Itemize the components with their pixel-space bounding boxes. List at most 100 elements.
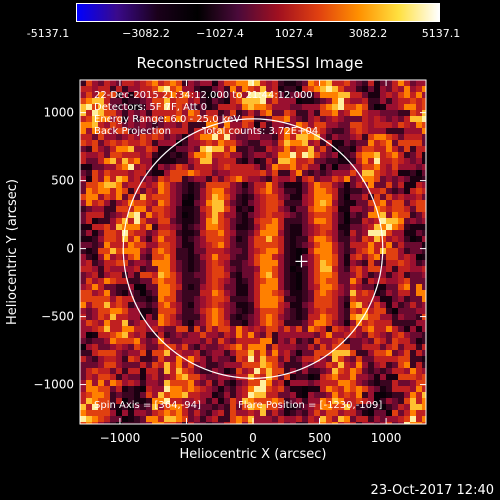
heatmap-cell (308, 146, 314, 152)
heatmap-cell (146, 344, 152, 350)
heatmap-cell (278, 254, 284, 260)
heatmap-cell (422, 386, 426, 392)
heatmap-cell (302, 92, 308, 98)
heatmap-cell (308, 392, 314, 398)
heatmap-cell (80, 194, 86, 200)
heatmap-cell (194, 332, 200, 338)
heatmap-cell (158, 158, 164, 164)
heatmap-cell (80, 404, 86, 410)
heatmap-cell (134, 278, 140, 284)
heatmap-cell (116, 302, 122, 308)
heatmap-cell (380, 374, 386, 380)
heatmap-cell (80, 158, 86, 164)
heatmap-cell (242, 260, 248, 266)
heatmap-cell (86, 122, 92, 128)
heatmap-cell (386, 368, 392, 374)
heatmap-cell (164, 230, 170, 236)
heatmap-cell (398, 392, 404, 398)
heatmap-cell (338, 110, 344, 116)
heatmap-cell (416, 338, 422, 344)
heatmap-cell (122, 200, 128, 206)
heatmap-cell (200, 284, 206, 290)
heatmap-cell (212, 314, 218, 320)
heatmap-cell (278, 86, 284, 92)
heatmap-cell (248, 320, 254, 326)
heatmap-cell (392, 140, 398, 146)
heatmap-cell (170, 140, 176, 146)
heatmap-cell (230, 206, 236, 212)
heatmap-cell (332, 362, 338, 368)
heatmap-cell (296, 116, 302, 122)
heatmap-cell (278, 362, 284, 368)
heatmap-cell (350, 86, 356, 92)
heatmap-cell (206, 248, 212, 254)
heatmap-cell (236, 356, 242, 362)
heatmap-cell (290, 128, 296, 134)
heatmap-cell (116, 158, 122, 164)
heatmap-cell (194, 266, 200, 272)
heatmap-cell (134, 272, 140, 278)
heatmap-cell (248, 188, 254, 194)
heatmap-cell (218, 140, 224, 146)
heatmap-cell (92, 314, 98, 320)
heatmap-cell (104, 110, 110, 116)
heatmap-cell (380, 134, 386, 140)
heatmap-cell (128, 410, 134, 416)
heatmap-cell (284, 338, 290, 344)
heatmap-cell (254, 290, 260, 296)
heatmap-cell (302, 404, 308, 410)
heatmap-cell (242, 284, 248, 290)
heatmap-cell (254, 188, 260, 194)
heatmap-cell (176, 134, 182, 140)
heatmap-cell (122, 410, 128, 416)
heatmap-cell (92, 200, 98, 206)
heatmap-cell (416, 170, 422, 176)
heatmap-cell (152, 422, 158, 424)
heatmap-cell (332, 140, 338, 146)
heatmap-cell (206, 362, 212, 368)
heatmap-cell (92, 254, 98, 260)
heatmap-cell (422, 278, 426, 284)
heatmap-cell (278, 230, 284, 236)
heatmap-cell (242, 104, 248, 110)
heatmap-cell (188, 224, 194, 230)
heatmap-cell (80, 344, 86, 350)
heatmap-cell (302, 380, 308, 386)
heatmap-cell (134, 380, 140, 386)
heatmap-cell (314, 188, 320, 194)
heatmap-cell (122, 230, 128, 236)
heatmap-cell (416, 152, 422, 158)
heatmap-cell (404, 410, 410, 416)
heatmap-cell (278, 284, 284, 290)
heatmap-cell (320, 218, 326, 224)
heatmap-cell (356, 188, 362, 194)
heatmap-cell (326, 128, 332, 134)
heatmap-cell (254, 194, 260, 200)
heatmap-cell (260, 110, 266, 116)
heatmap-cell (188, 164, 194, 170)
heatmap-cell (320, 272, 326, 278)
heatmap-cell (176, 374, 182, 380)
heatmap-cell (368, 194, 374, 200)
heatmap-cell (350, 200, 356, 206)
heatmap-cell (260, 386, 266, 392)
heatmap-cell (158, 302, 164, 308)
heatmap-cell (194, 302, 200, 308)
heatmap-cell (110, 206, 116, 212)
heatmap-cell (272, 296, 278, 302)
heatmap-cell (308, 164, 314, 170)
heatmap-cell (266, 416, 272, 422)
heatmap-cell (236, 320, 242, 326)
heatmap-cell (398, 380, 404, 386)
heatmap-cell (122, 272, 128, 278)
heatmap-cell (164, 134, 170, 140)
heatmap-cell (164, 188, 170, 194)
heatmap-cell (218, 302, 224, 308)
heatmap-cell (206, 344, 212, 350)
heatmap-cell (200, 320, 206, 326)
heatmap-cell (392, 356, 398, 362)
heatmap-cell (368, 416, 374, 422)
heatmap-cell (386, 416, 392, 422)
heatmap-cell (284, 362, 290, 368)
heatmap-cell (224, 320, 230, 326)
